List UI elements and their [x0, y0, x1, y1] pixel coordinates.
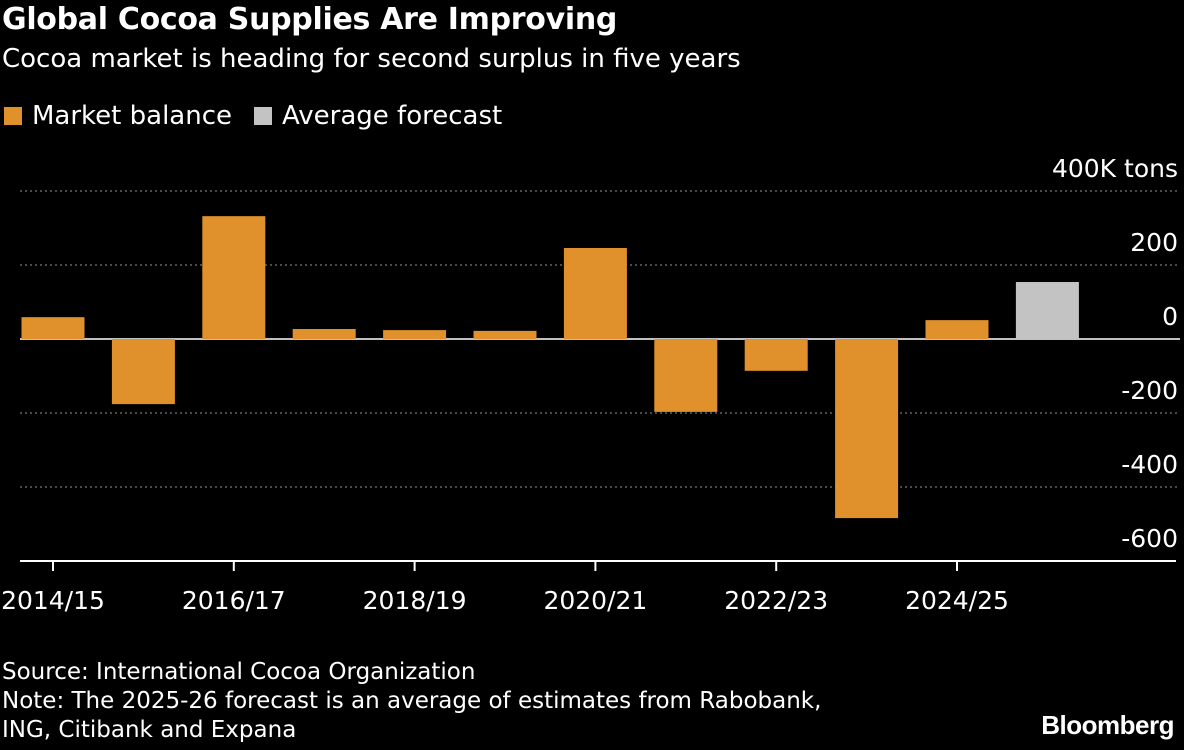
- y-tick-label: 0: [1162, 302, 1178, 331]
- legend: Market balance Average forecast: [4, 101, 524, 131]
- footer-notes: Source: International Cocoa Organization…: [2, 658, 821, 745]
- x-tick-label: 2020/21: [543, 586, 647, 615]
- legend-item-average-forecast: Average forecast: [254, 101, 502, 131]
- bar-2020-21: [563, 247, 627, 339]
- y-tick-label: -600: [1121, 524, 1178, 553]
- bar-2023-24: [835, 339, 899, 519]
- y-tick-label: -200: [1121, 376, 1178, 405]
- bloomberg-logo: Bloomberg: [1041, 710, 1174, 740]
- x-tick-label: 2022/23: [724, 586, 828, 615]
- note-text-line1: Note: The 2025-26 forecast is an average…: [2, 688, 822, 714]
- y-tick-label: 400K tons: [1052, 154, 1178, 183]
- legend-swatch-average-forecast: [254, 107, 273, 125]
- x-tick-label: 2024/25: [905, 586, 1009, 615]
- chart-title: Global Cocoa Supplies Are Improving: [2, 2, 618, 37]
- bar-2025-26-forecast: [1015, 282, 1079, 339]
- bar-2022-23: [744, 339, 808, 371]
- bar-2014-15: [21, 317, 85, 339]
- bar-2018-19: [383, 330, 447, 339]
- bar-2024-25: [925, 320, 989, 339]
- note-text-line2: ING, Citibank and Expana: [2, 717, 297, 743]
- bar-2015-16: [111, 339, 175, 405]
- x-tick-label: 2014/15: [1, 586, 105, 615]
- x-tick-label: 2016/17: [182, 586, 286, 615]
- legend-swatch-market-balance: [4, 107, 22, 125]
- bar-2017-18: [292, 329, 356, 339]
- bar-2019-20: [473, 330, 537, 339]
- legend-item-market-balance: Market balance: [4, 101, 232, 131]
- y-tick-label: 200: [1130, 228, 1178, 257]
- legend-label: Average forecast: [282, 101, 503, 131]
- bar-2016-17: [202, 216, 266, 339]
- chart-subtitle: Cocoa market is heading for second surpl…: [2, 44, 741, 74]
- source-text: Source: International Cocoa Organization: [2, 659, 476, 685]
- y-tick-label: -400: [1121, 450, 1178, 479]
- x-tick-label: 2018/19: [363, 586, 467, 615]
- bar-2021-22: [654, 339, 718, 412]
- legend-label: Market balance: [32, 101, 233, 131]
